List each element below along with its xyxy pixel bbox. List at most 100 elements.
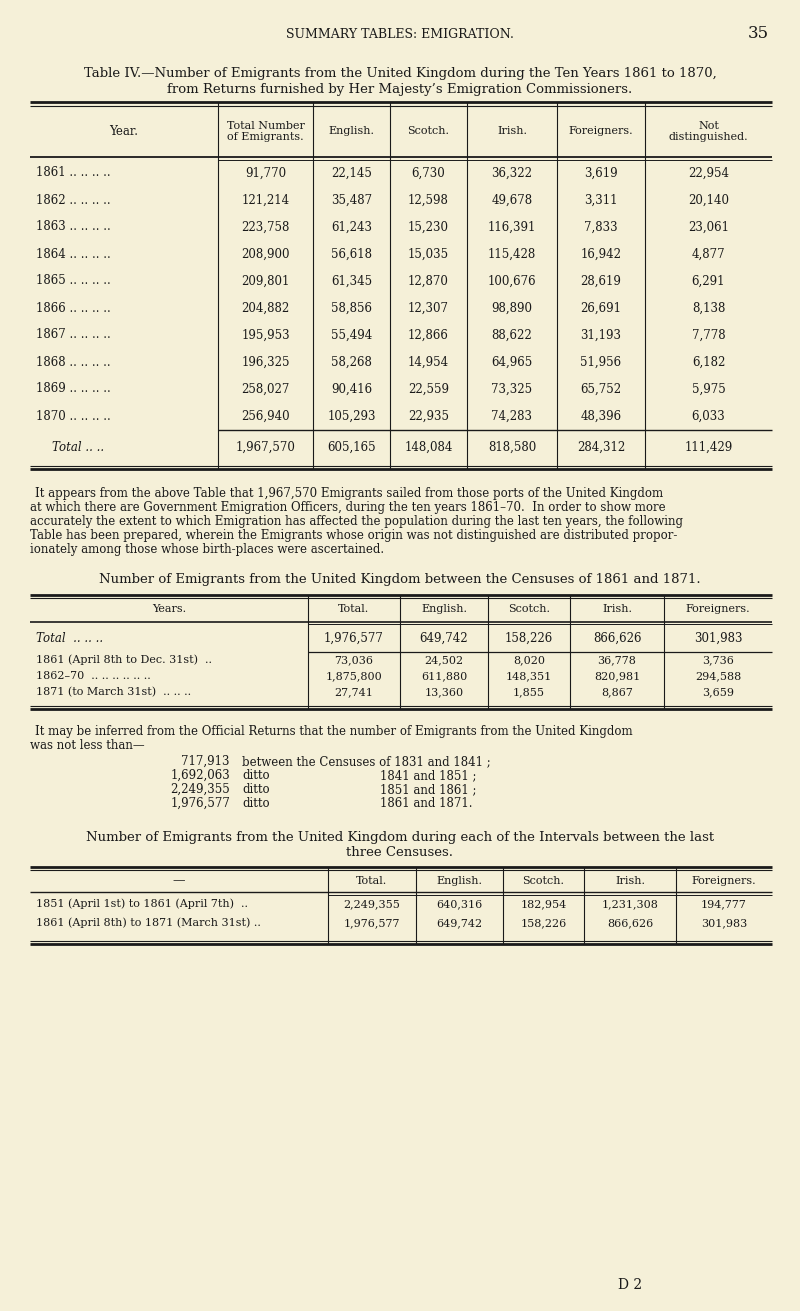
Text: 8,020: 8,020 xyxy=(513,656,545,665)
Text: 6,291: 6,291 xyxy=(692,274,726,287)
Text: 61,345: 61,345 xyxy=(331,274,372,287)
Text: from Returns furnished by Her Majesty’s Emigration Commissioners.: from Returns furnished by Her Majesty’s … xyxy=(167,83,633,96)
Text: 55,494: 55,494 xyxy=(331,329,372,341)
Text: SUMMARY TABLES: EMIGRATION.: SUMMARY TABLES: EMIGRATION. xyxy=(286,28,514,41)
Text: It may be inferred from the Official Returns that the number of Emigrants from t: It may be inferred from the Official Ret… xyxy=(35,725,633,738)
Text: Total.: Total. xyxy=(356,876,388,886)
Text: 58,856: 58,856 xyxy=(331,302,372,315)
Text: Year.: Year. xyxy=(110,125,138,138)
Text: 111,429: 111,429 xyxy=(684,440,733,454)
Text: three Censuses.: three Censuses. xyxy=(346,846,454,859)
Text: 12,866: 12,866 xyxy=(408,329,449,341)
Text: 1861 and 1871.: 1861 and 1871. xyxy=(380,797,473,810)
Text: 158,226: 158,226 xyxy=(505,632,553,645)
Text: Number of Emigrants from the United Kingdom between the Censuses of 1861 and 187: Number of Emigrants from the United King… xyxy=(99,573,701,586)
Text: 301,983: 301,983 xyxy=(694,632,742,645)
Text: 194,777: 194,777 xyxy=(701,899,747,909)
Text: 1863 .. .. .. ..: 1863 .. .. .. .. xyxy=(36,220,110,233)
Text: 74,283: 74,283 xyxy=(491,409,533,422)
Text: ditto: ditto xyxy=(242,783,270,796)
Text: 148,351: 148,351 xyxy=(506,671,552,680)
Text: Table IV.—Number of Emigrants from the United Kingdom during the Ten Years 1861 : Table IV.—Number of Emigrants from the U… xyxy=(84,67,716,80)
Text: 1,231,308: 1,231,308 xyxy=(602,899,658,909)
Text: English.: English. xyxy=(437,876,482,886)
Text: 1861 .. .. .. ..: 1861 .. .. .. .. xyxy=(36,166,110,180)
Text: 73,036: 73,036 xyxy=(334,656,374,665)
Text: 195,953: 195,953 xyxy=(241,329,290,341)
Text: 1861 (April 8th to Dec. 31st)  ..: 1861 (April 8th to Dec. 31st) .. xyxy=(36,654,212,665)
Text: of Emigrants.: of Emigrants. xyxy=(227,132,304,143)
Text: 20,140: 20,140 xyxy=(688,194,729,207)
Text: 64,965: 64,965 xyxy=(491,355,533,368)
Text: 4,877: 4,877 xyxy=(692,248,726,261)
Text: 65,752: 65,752 xyxy=(581,383,622,396)
Text: 13,360: 13,360 xyxy=(425,687,463,697)
Text: 22,935: 22,935 xyxy=(408,409,449,422)
Text: 15,230: 15,230 xyxy=(408,220,449,233)
Text: 223,758: 223,758 xyxy=(242,220,290,233)
Text: 16,942: 16,942 xyxy=(581,248,622,261)
Text: 6,182: 6,182 xyxy=(692,355,725,368)
Text: 1,976,577: 1,976,577 xyxy=(344,918,400,928)
Text: 7,833: 7,833 xyxy=(584,220,618,233)
Text: It appears from the above Table that 1,967,570 Emigrants sailed from those ports: It appears from the above Table that 1,9… xyxy=(35,486,663,499)
Text: Irish.: Irish. xyxy=(497,126,527,136)
Text: 1862 .. .. .. ..: 1862 .. .. .. .. xyxy=(36,194,110,207)
Text: 73,325: 73,325 xyxy=(491,383,533,396)
Text: 58,268: 58,268 xyxy=(331,355,372,368)
Text: 1841 and 1851 ;: 1841 and 1851 ; xyxy=(380,770,477,781)
Text: Foreigners.: Foreigners. xyxy=(686,604,750,615)
Text: 3,311: 3,311 xyxy=(584,194,618,207)
Text: 26,691: 26,691 xyxy=(581,302,622,315)
Text: 1,976,577: 1,976,577 xyxy=(170,797,230,810)
Text: 35: 35 xyxy=(747,25,769,42)
Text: 35,487: 35,487 xyxy=(331,194,372,207)
Text: ionately among those whose birth-places were ascertained.: ionately among those whose birth-places … xyxy=(30,543,384,556)
Text: 1,875,800: 1,875,800 xyxy=(326,671,382,680)
Text: 7,778: 7,778 xyxy=(692,329,726,341)
Text: accurately the extent to which Emigration has affected the population during the: accurately the extent to which Emigratio… xyxy=(30,514,683,527)
Text: 3,659: 3,659 xyxy=(702,687,734,697)
Text: 1851 (April 1st) to 1861 (April 7th)  ..: 1851 (April 1st) to 1861 (April 7th) .. xyxy=(36,899,248,910)
Text: 148,084: 148,084 xyxy=(404,440,453,454)
Text: 121,214: 121,214 xyxy=(242,194,290,207)
Text: 717,913: 717,913 xyxy=(182,755,230,768)
Text: 36,322: 36,322 xyxy=(491,166,533,180)
Text: 12,870: 12,870 xyxy=(408,274,449,287)
Text: Table has been prepared, wherein the Emigrants whose origin was not distinguishe: Table has been prepared, wherein the Emi… xyxy=(30,528,678,541)
Text: 258,027: 258,027 xyxy=(242,383,290,396)
Text: 649,742: 649,742 xyxy=(420,632,468,645)
Text: ditto: ditto xyxy=(242,770,270,781)
Text: 49,678: 49,678 xyxy=(491,194,533,207)
Text: 1,855: 1,855 xyxy=(513,687,545,697)
Text: 158,226: 158,226 xyxy=(520,918,566,928)
Text: 3,736: 3,736 xyxy=(702,656,734,665)
Text: 284,312: 284,312 xyxy=(577,440,625,454)
Text: ditto: ditto xyxy=(242,797,270,810)
Text: 8,867: 8,867 xyxy=(601,687,633,697)
Text: distinguished.: distinguished. xyxy=(669,132,748,143)
Text: Scotch.: Scotch. xyxy=(407,126,450,136)
Text: 640,316: 640,316 xyxy=(436,899,482,909)
Text: 98,890: 98,890 xyxy=(491,302,533,315)
Text: between the Censuses of 1831 and 1841 ;: between the Censuses of 1831 and 1841 ; xyxy=(242,755,490,768)
Text: 90,416: 90,416 xyxy=(331,383,372,396)
Text: 22,145: 22,145 xyxy=(331,166,372,180)
Text: 1865 .. .. .. ..: 1865 .. .. .. .. xyxy=(36,274,110,287)
Text: Foreigners.: Foreigners. xyxy=(692,876,756,886)
Text: 866,626: 866,626 xyxy=(607,918,653,928)
Text: 56,618: 56,618 xyxy=(331,248,372,261)
Text: 8,138: 8,138 xyxy=(692,302,725,315)
Text: 1,967,570: 1,967,570 xyxy=(235,440,295,454)
Text: 1861 (April 8th) to 1871 (March 31st) ..: 1861 (April 8th) to 1871 (March 31st) .. xyxy=(36,918,261,928)
Text: 866,626: 866,626 xyxy=(593,632,642,645)
Text: 1,976,577: 1,976,577 xyxy=(324,632,384,645)
Text: 1851 and 1861 ;: 1851 and 1861 ; xyxy=(380,783,477,796)
Text: 204,882: 204,882 xyxy=(242,302,290,315)
Text: 209,801: 209,801 xyxy=(242,274,290,287)
Text: 105,293: 105,293 xyxy=(327,409,376,422)
Text: 23,061: 23,061 xyxy=(688,220,729,233)
Text: 27,741: 27,741 xyxy=(334,687,374,697)
Text: 256,940: 256,940 xyxy=(241,409,290,422)
Text: 22,559: 22,559 xyxy=(408,383,449,396)
